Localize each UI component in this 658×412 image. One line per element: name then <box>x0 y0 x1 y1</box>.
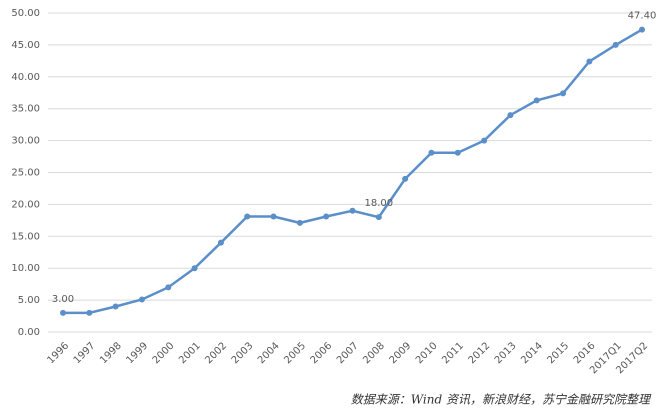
x-tick-label: 2009 <box>388 340 414 366</box>
data-point <box>349 207 356 214</box>
data-point <box>244 213 251 220</box>
x-tick-label: 1996 <box>45 340 71 366</box>
y-tick-label: 25.00 <box>11 168 40 179</box>
data-point <box>454 149 461 156</box>
y-tick-label: 30.00 <box>11 136 40 147</box>
data-point <box>138 296 145 303</box>
y-tick-label: 45.00 <box>11 40 40 51</box>
x-tick-label: 1997 <box>72 340 98 366</box>
data-point <box>533 97 540 104</box>
x-tick-label: 2007 <box>335 340 361 366</box>
x-tick-label: 1999 <box>124 340 150 366</box>
x-tick-label: 2013 <box>493 340 519 366</box>
data-label: 47.40 <box>628 11 657 22</box>
x-tick-label: 2015 <box>546 340 572 366</box>
data-point <box>60 309 66 316</box>
y-tick-label: 0.00 <box>18 327 40 338</box>
y-tick-label: 35.00 <box>11 104 40 115</box>
data-point <box>296 219 303 226</box>
data-label: 18.00 <box>364 198 393 209</box>
x-tick-label: 2005 <box>282 340 308 366</box>
data-point <box>112 303 119 310</box>
y-tick-label: 5.00 <box>18 295 40 306</box>
data-point <box>612 41 619 48</box>
data-point <box>191 265 198 272</box>
x-tick-label: 2003 <box>230 340 256 366</box>
x-tick-label: 1998 <box>98 340 124 366</box>
data-point <box>639 26 645 33</box>
data-point <box>481 137 488 144</box>
x-tick-label: 2002 <box>203 340 229 366</box>
data-point <box>86 309 93 316</box>
data-point <box>586 58 593 65</box>
data-label: 3.00 <box>52 294 74 305</box>
y-tick-label: 10.00 <box>11 263 40 274</box>
data-point <box>270 213 277 220</box>
x-tick-label: 2010 <box>414 340 440 366</box>
y-tick-label: 40.00 <box>11 72 40 83</box>
data-point <box>217 239 224 246</box>
x-tick-label: 2014 <box>519 340 545 366</box>
data-point <box>375 214 382 221</box>
x-tick-label: 2006 <box>309 340 335 366</box>
x-tick-label: 2012 <box>467 340 493 366</box>
data-point <box>428 149 435 156</box>
source-note: 数据来源：Wind 资讯，新浪财经，苏宁金融研究院整理 <box>351 393 652 407</box>
data-line <box>63 28 643 315</box>
x-tick-label: 2011 <box>440 340 466 366</box>
data-point <box>507 112 514 119</box>
y-tick-label: 20.00 <box>11 199 40 210</box>
x-tick-label: 2008 <box>361 340 387 366</box>
y-tick-label: 15.00 <box>11 231 40 242</box>
data-point <box>560 90 567 97</box>
y-tick-label: 50.00 <box>11 8 40 19</box>
x-tick-label: 2004 <box>256 340 282 366</box>
x-tick-label: 2001 <box>177 340 203 366</box>
x-tick-label: 2000 <box>151 340 177 366</box>
data-point <box>402 175 409 182</box>
data-point <box>323 213 330 220</box>
data-point <box>165 284 172 291</box>
